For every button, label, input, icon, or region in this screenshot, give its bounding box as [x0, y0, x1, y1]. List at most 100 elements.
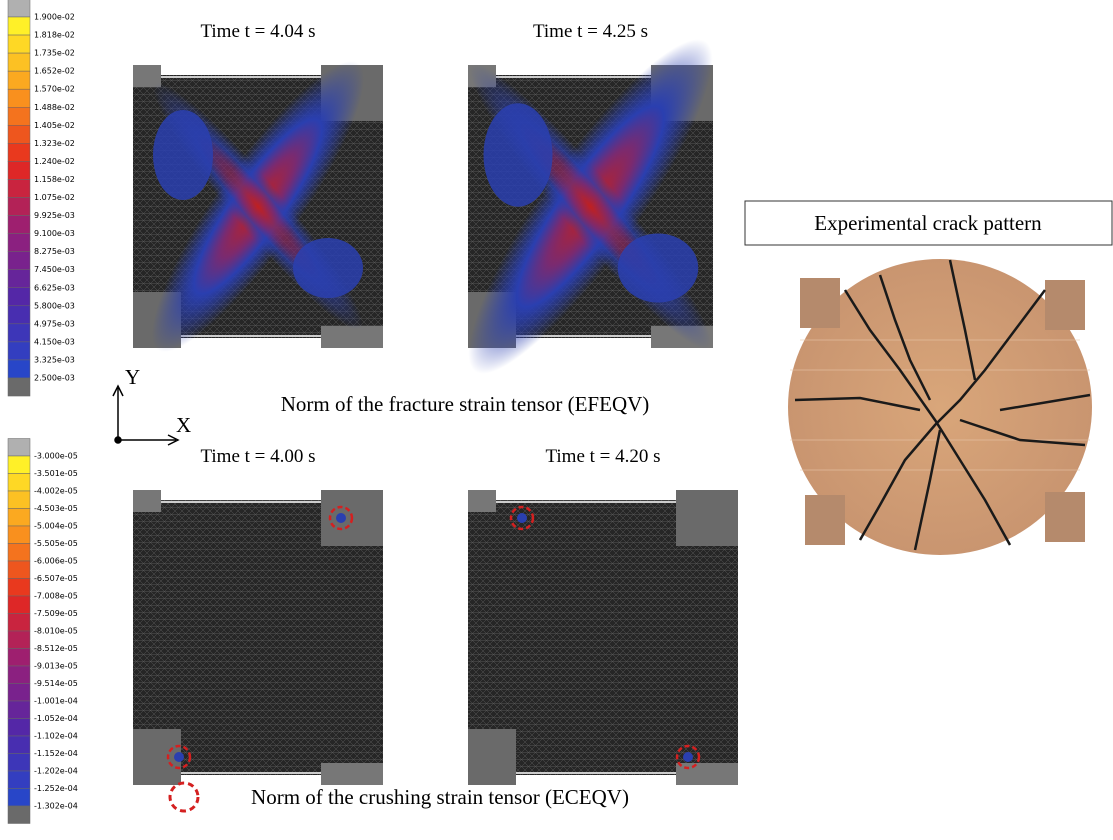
- legend-swatch: [7, 543, 31, 562]
- legend-label: 1.900e-02: [34, 13, 75, 22]
- panel-title: Time t = 4.04 s: [200, 21, 315, 42]
- legend-swatch: [7, 508, 31, 527]
- crush-marker: [328, 505, 354, 531]
- strain-zone: [153, 110, 213, 200]
- support: [468, 490, 496, 512]
- legend-label: -9.514e-05: [34, 679, 78, 688]
- caption: Norm of the crushing strain tensor (ECEQ…: [251, 785, 629, 809]
- legend-label: 5.800e-03: [34, 301, 75, 310]
- legend-swatch: [7, 269, 31, 289]
- legend-label: -1.052e-04: [34, 714, 78, 723]
- legend-label: -8.512e-05: [34, 644, 78, 653]
- legend-swatch: [7, 578, 31, 597]
- legend-label: -5.505e-05: [34, 539, 78, 548]
- legend-label: 1.158e-02: [34, 175, 75, 184]
- legend-label: 4.975e-03: [34, 319, 75, 328]
- legend-swatch: [7, 16, 31, 36]
- crack-photo: [788, 259, 1092, 555]
- legend-swatch: [7, 215, 31, 234]
- legend-label: 1.240e-02: [34, 157, 75, 166]
- legend-label: 9.925e-03: [34, 211, 75, 220]
- strain-zone: [617, 233, 699, 303]
- legend-label: 1.735e-02: [34, 49, 75, 58]
- legend-swatch: [7, 0, 31, 18]
- legend-swatch: [7, 305, 31, 325]
- legend-swatch: [7, 287, 31, 307]
- legend-label: 2.500e-03: [34, 374, 75, 383]
- crush-marker: [166, 744, 192, 770]
- legend-swatch: [7, 630, 31, 649]
- legend-swatch: [7, 179, 31, 198]
- support: [321, 763, 383, 785]
- legend-swatch: [7, 665, 31, 684]
- support: [468, 729, 516, 785]
- legend-swatch: [7, 490, 31, 509]
- legend-swatch: [7, 525, 31, 544]
- legend-swatch: [7, 70, 31, 90]
- legend-swatch: [7, 613, 31, 632]
- legend-swatch: [7, 125, 31, 144]
- legend-label: 1.652e-02: [34, 67, 75, 76]
- legend-label: -1.001e-04: [34, 697, 78, 706]
- legend-label: 1.488e-02: [34, 103, 75, 112]
- support: [321, 326, 383, 348]
- panel-title: Time t = 4.20 s: [545, 446, 660, 467]
- x-axis-label: X: [176, 413, 191, 437]
- legend-swatch: [7, 788, 31, 807]
- legend-swatch: [7, 648, 31, 667]
- legend-label: -1.152e-04: [34, 749, 78, 758]
- legend-swatch: [7, 438, 31, 457]
- caption-marker: [168, 781, 200, 813]
- legend-swatch: [7, 88, 31, 108]
- legend-label: 9.100e-03: [34, 229, 75, 238]
- support: [133, 729, 181, 785]
- legend-swatch: [7, 341, 31, 361]
- legend-label: -1.102e-04: [34, 732, 78, 741]
- legend-label: 6.625e-03: [34, 283, 75, 292]
- legend-label: -9.013e-05: [34, 662, 78, 671]
- legend-label: -1.302e-04: [34, 802, 78, 811]
- crush-marker: [509, 505, 535, 531]
- legend-swatch: [7, 143, 31, 162]
- legend-label: -5.004e-05: [34, 522, 78, 531]
- legend-label: -1.252e-04: [34, 784, 78, 793]
- legend-label: 1.323e-02: [34, 139, 75, 148]
- strain-zone: [483, 103, 553, 207]
- legend-label: -7.509e-05: [34, 609, 78, 618]
- legend-swatch: [7, 560, 31, 579]
- legend-swatch: [7, 805, 31, 824]
- legend-swatch: [7, 251, 31, 270]
- legend-swatch: [7, 473, 31, 492]
- legend-swatch: [7, 107, 31, 126]
- legend-label: 7.450e-03: [34, 265, 75, 274]
- legend-swatch: [7, 377, 31, 397]
- legend-swatch: [7, 753, 31, 772]
- legends: 1.900e-02 1.818e-02 1.735e-02 1.652e-02 1.57…: [7, 0, 78, 824]
- strain-zone: [293, 238, 363, 298]
- panel-title: Time t = 4.25 s: [533, 21, 648, 42]
- axes-icon: [112, 384, 180, 446]
- crush-zone: [517, 513, 527, 523]
- legend-label: -4.503e-05: [34, 504, 78, 513]
- legend-swatch: [7, 52, 31, 72]
- label-box: [744, 200, 1113, 246]
- legend-label: 8.275e-03: [34, 247, 75, 256]
- caption: Norm of the fracture strain tensor (EFEQ…: [281, 392, 650, 416]
- legend-swatch: [7, 683, 31, 702]
- legend-label: -8.010e-05: [34, 627, 78, 636]
- support: [676, 763, 738, 785]
- legend-label: -6.006e-05: [34, 557, 78, 566]
- photo-label: Experimental crack pattern: [814, 211, 1042, 235]
- legend-swatch: [7, 197, 31, 216]
- legend-label: 1.405e-02: [34, 121, 75, 130]
- legend-label: -3.000e-05: [34, 452, 78, 461]
- support: [133, 490, 161, 512]
- legend-swatch: [7, 34, 31, 54]
- legend-swatch: [7, 735, 31, 754]
- mesh-panel: Time t = 4.25 s: [468, 21, 713, 374]
- crush-marker: [675, 744, 701, 770]
- legend-label: -6.507e-05: [34, 574, 78, 583]
- panels: Time t = 4.04 s Time t = 4.25 s Time t = 4…: [133, 21, 738, 785]
- legend-swatch: [7, 455, 31, 474]
- legend-swatch: [7, 700, 31, 719]
